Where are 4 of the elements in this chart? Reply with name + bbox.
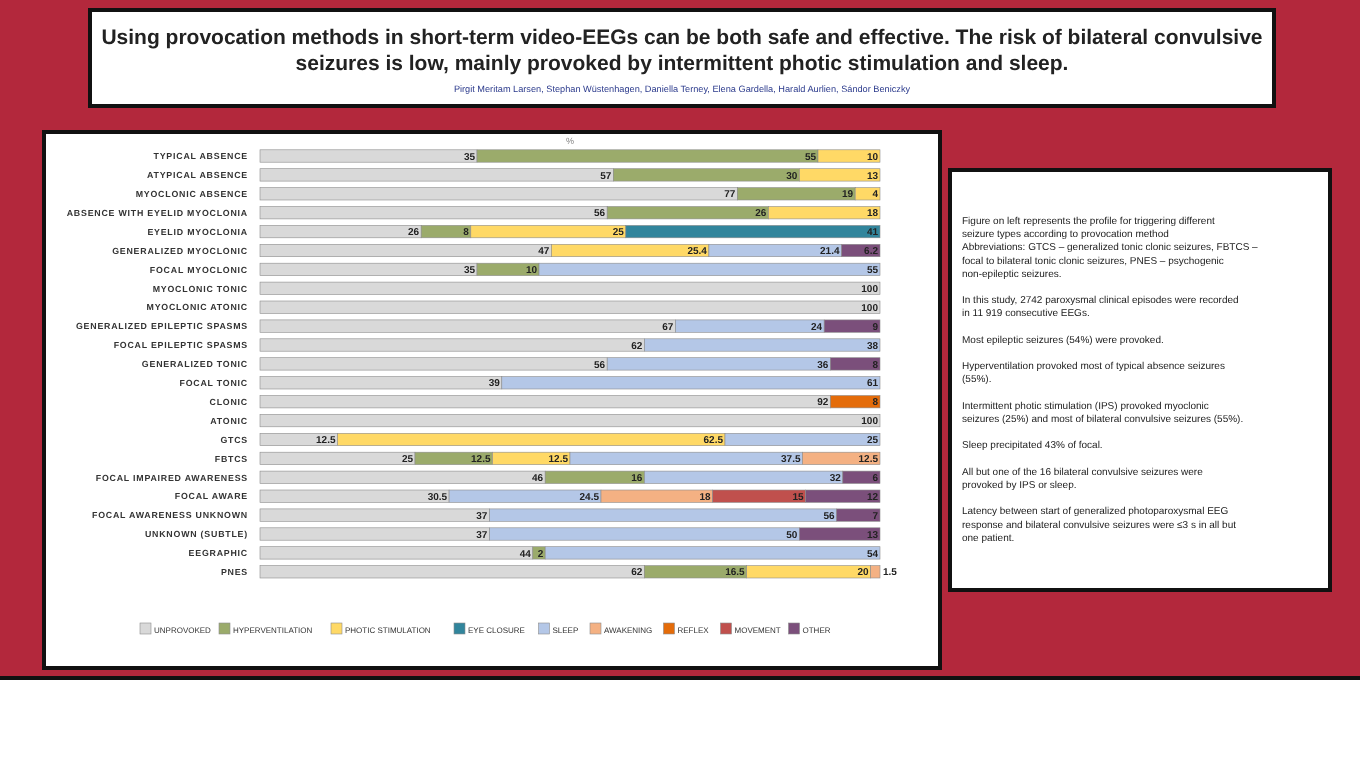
- bar: [259, 300, 881, 314]
- bar: [259, 281, 881, 295]
- chart-title: Using provocation methods in short-term video-EEGs can be both safe and effective. The risk of bilateral convulsive seizures is low, mainly provoked by intermittent photic stimulation and sleep.: [101, 26, 1263, 76]
- bar: [259, 414, 881, 428]
